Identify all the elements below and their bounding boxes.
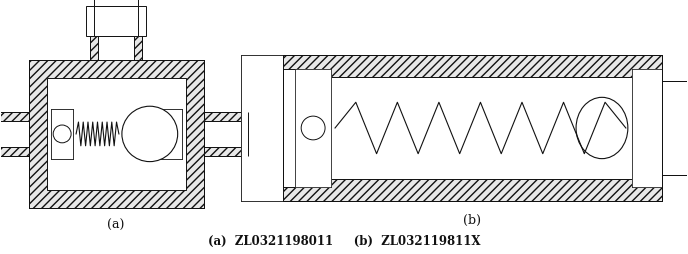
Circle shape xyxy=(53,125,71,143)
Bar xyxy=(47,78,186,190)
Bar xyxy=(295,69,331,188)
Bar xyxy=(241,56,283,201)
Bar xyxy=(0,147,30,156)
Bar xyxy=(204,147,248,156)
Bar xyxy=(160,110,182,159)
Text: (b): (b) xyxy=(464,213,482,226)
Bar xyxy=(204,147,248,156)
Bar xyxy=(30,60,204,208)
Bar xyxy=(662,81,688,176)
Text: (a)  ZL0321198011     (b)  ZL032119811X: (a) ZL0321198011 (b) ZL032119811X xyxy=(208,234,480,247)
Bar xyxy=(90,33,142,60)
Bar xyxy=(632,69,662,188)
Bar xyxy=(90,33,142,60)
Bar xyxy=(632,69,662,188)
Bar xyxy=(662,81,688,176)
Circle shape xyxy=(301,117,325,140)
Bar xyxy=(204,113,248,122)
Bar xyxy=(0,122,30,147)
Bar xyxy=(94,7,138,37)
Bar xyxy=(160,110,182,159)
Ellipse shape xyxy=(576,98,628,159)
Bar xyxy=(295,69,331,188)
Bar xyxy=(283,77,662,180)
Bar xyxy=(86,7,146,37)
Bar xyxy=(283,56,662,77)
Bar xyxy=(98,33,134,60)
Bar xyxy=(283,180,662,201)
Bar xyxy=(241,56,283,201)
Bar xyxy=(94,0,138,7)
Bar xyxy=(30,60,204,208)
Bar xyxy=(283,69,295,188)
Circle shape xyxy=(122,107,178,162)
Bar xyxy=(204,113,248,122)
Bar xyxy=(0,147,30,156)
Bar xyxy=(51,110,73,159)
Bar xyxy=(51,110,73,159)
Bar xyxy=(51,110,73,159)
Bar xyxy=(0,113,30,122)
Bar xyxy=(632,69,662,188)
Bar xyxy=(241,56,283,201)
Bar xyxy=(160,110,182,159)
Bar xyxy=(283,56,662,77)
Text: (a): (a) xyxy=(107,218,125,231)
Bar xyxy=(0,113,30,122)
Bar xyxy=(295,69,331,188)
Bar xyxy=(662,81,688,176)
Bar xyxy=(204,122,248,147)
Bar xyxy=(283,180,662,201)
